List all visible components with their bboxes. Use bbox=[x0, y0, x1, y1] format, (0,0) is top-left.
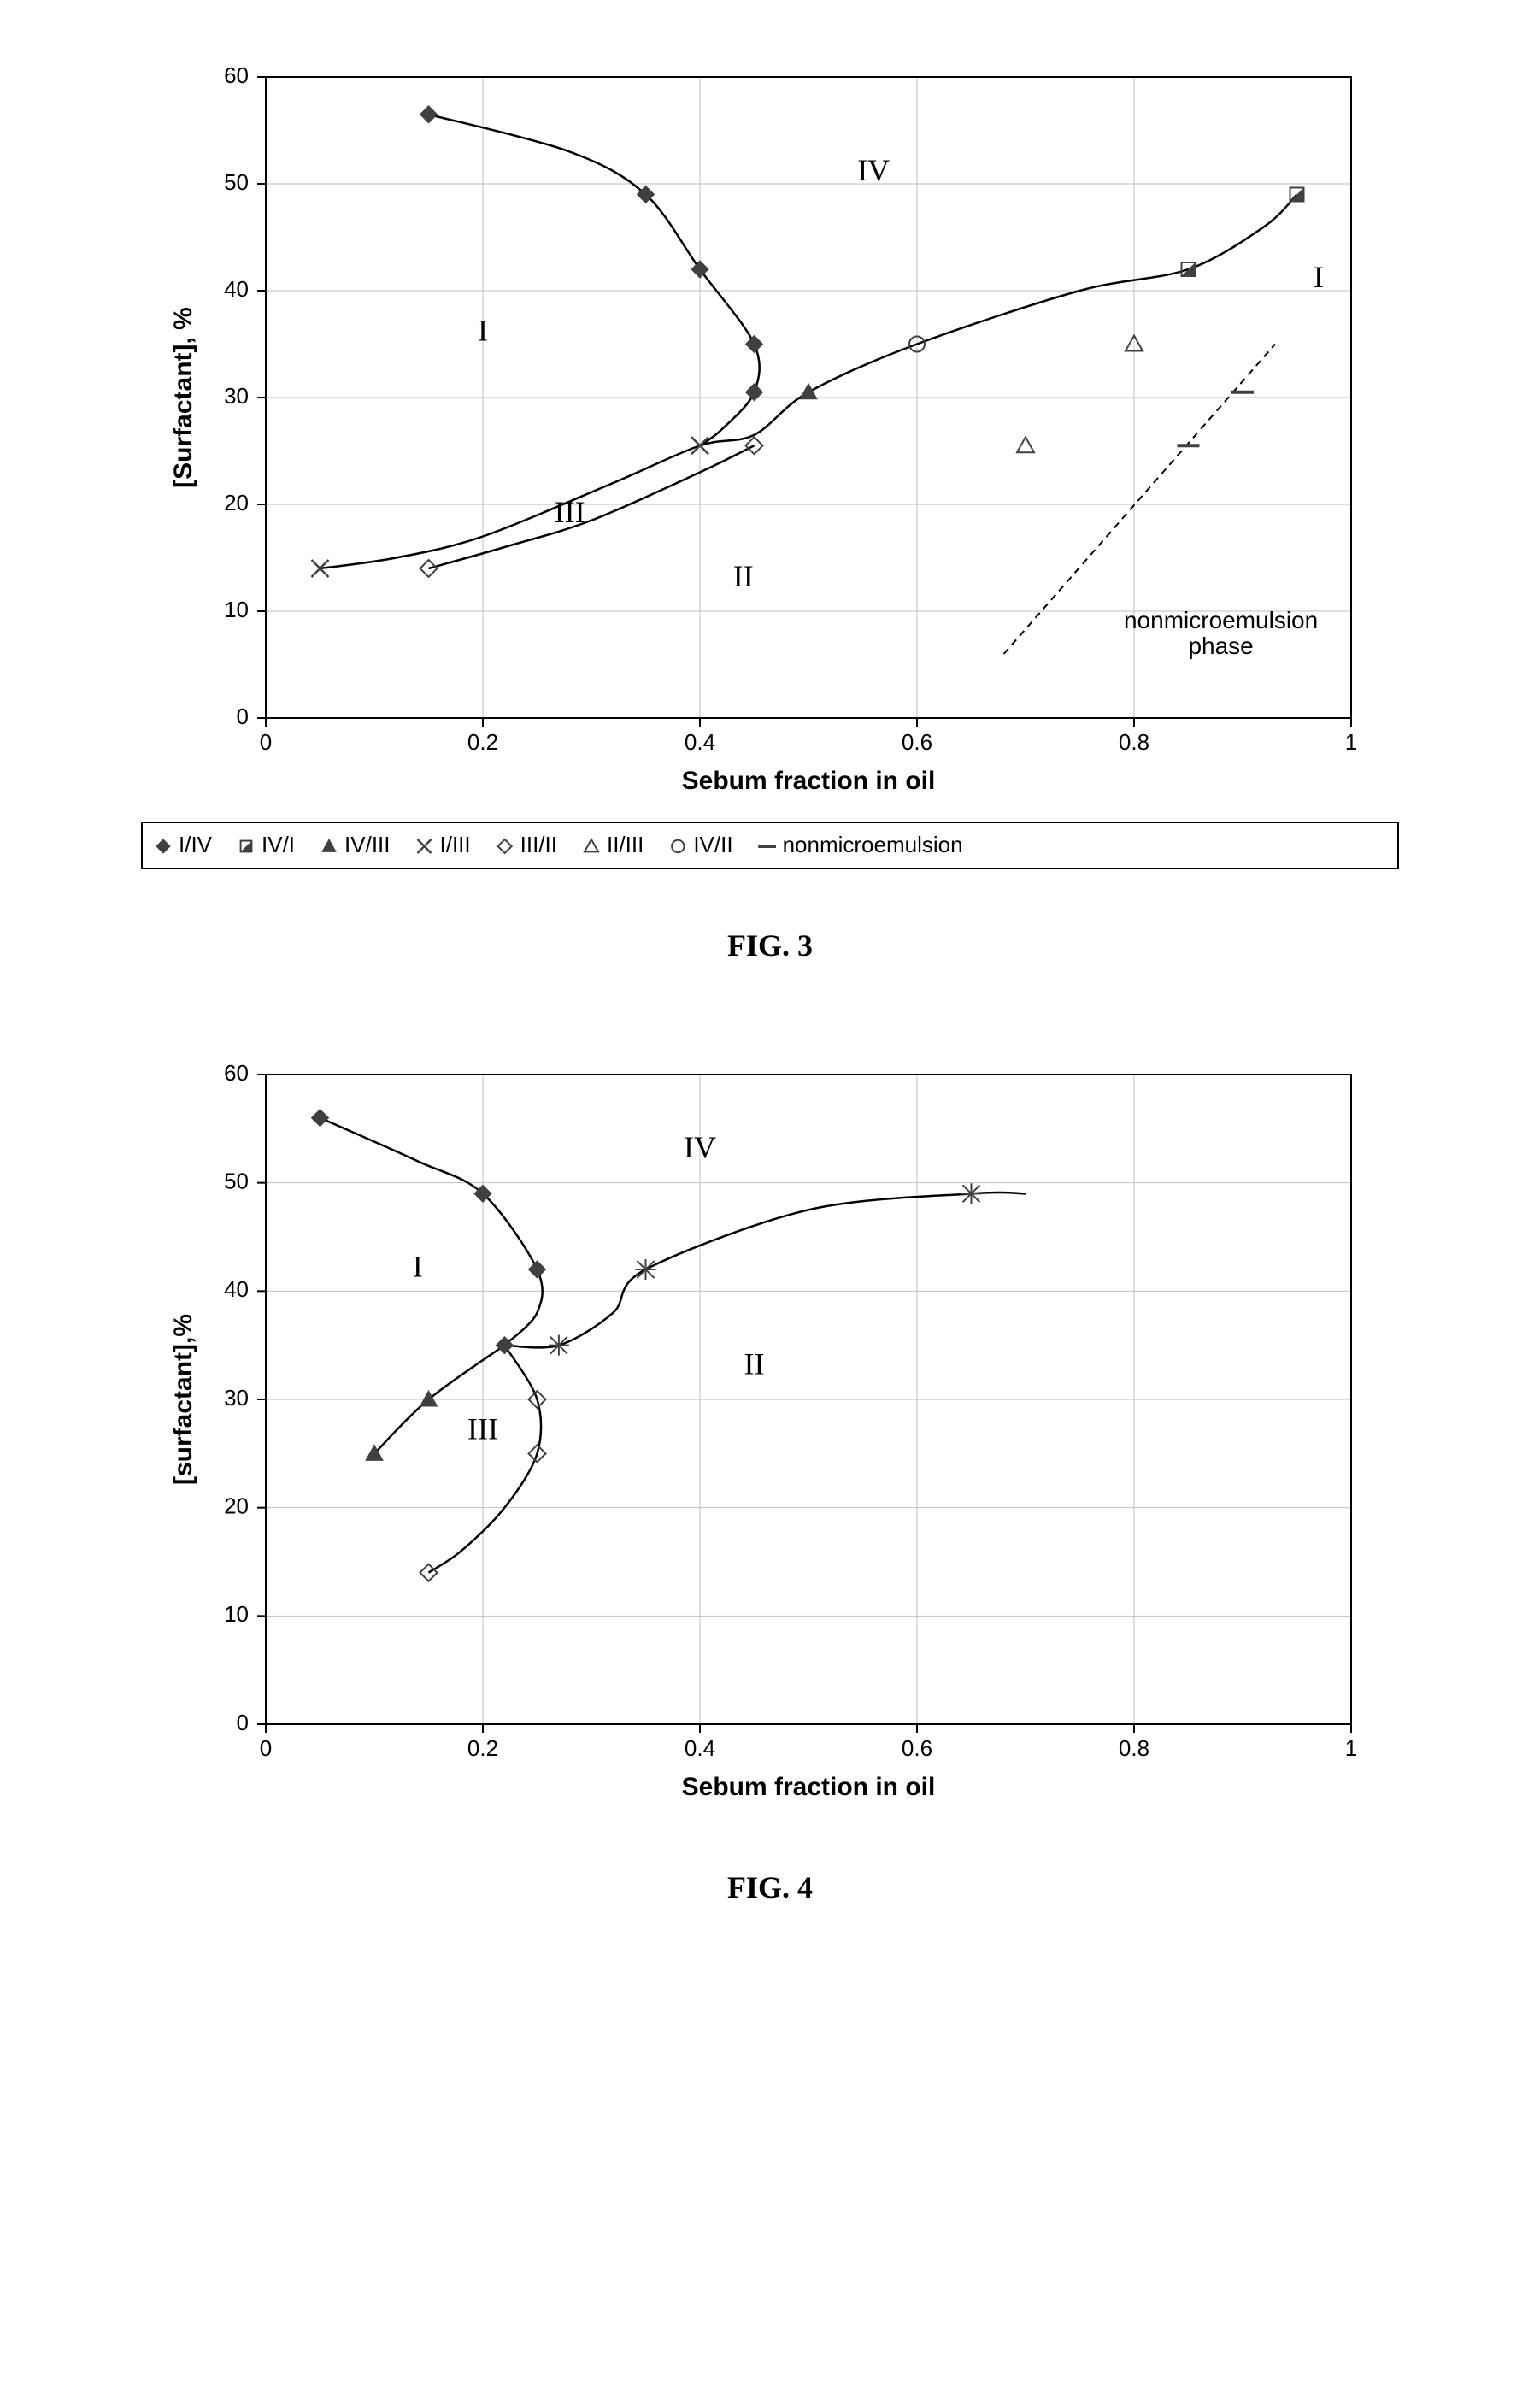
svg-text:IV/III: IV/III bbox=[344, 832, 390, 857]
svg-text:nonmicroemulsion: nonmicroemulsion bbox=[783, 832, 963, 857]
svg-text:20: 20 bbox=[224, 1493, 249, 1519]
svg-text:I/III: I/III bbox=[440, 832, 471, 857]
svg-text:I: I bbox=[1314, 260, 1324, 294]
svg-text:nonmicroemulsion: nonmicroemulsion bbox=[1124, 607, 1318, 633]
svg-text:III: III bbox=[555, 495, 585, 529]
svg-text:20: 20 bbox=[224, 490, 249, 515]
svg-text:0.4: 0.4 bbox=[685, 1735, 715, 1761]
svg-text:0: 0 bbox=[237, 1710, 249, 1735]
svg-text:0: 0 bbox=[260, 729, 272, 755]
svg-text:IV/II: IV/II bbox=[693, 832, 732, 857]
svg-text:0: 0 bbox=[237, 704, 249, 729]
svg-text:0.8: 0.8 bbox=[1119, 729, 1149, 755]
svg-text:30: 30 bbox=[224, 383, 249, 409]
svg-text:10: 10 bbox=[224, 1601, 249, 1627]
svg-text:0.8: 0.8 bbox=[1119, 1735, 1149, 1761]
svg-text:[Surfactant], %: [Surfactant], % bbox=[169, 307, 197, 488]
svg-text:0.6: 0.6 bbox=[902, 729, 932, 755]
svg-text:50: 50 bbox=[224, 1169, 249, 1194]
svg-text:I: I bbox=[413, 1249, 423, 1283]
caption-fig3: FIG. 3 bbox=[727, 928, 813, 963]
svg-text:0.6: 0.6 bbox=[902, 1735, 932, 1761]
chart-fig3: 00.20.40.60.810102030405060IIIIIIIVInonm… bbox=[138, 51, 1402, 821]
svg-text:I/IV: I/IV bbox=[179, 832, 213, 857]
svg-text:II: II bbox=[744, 1346, 765, 1381]
svg-text:60: 60 bbox=[224, 1060, 249, 1086]
svg-text:IV: IV bbox=[857, 153, 890, 187]
svg-text:0.4: 0.4 bbox=[685, 729, 715, 755]
svg-text:Sebum fraction in oil: Sebum fraction in oil bbox=[682, 767, 936, 795]
svg-text:30: 30 bbox=[224, 1385, 249, 1410]
figure-3: 00.20.40.60.810102030405060IIIIIIIVInonm… bbox=[138, 51, 1402, 963]
svg-text:III/II: III/II bbox=[520, 832, 557, 857]
svg-text:10: 10 bbox=[224, 597, 249, 622]
svg-text:II: II bbox=[733, 559, 754, 593]
figure-4: 00.20.40.60.810102030405060IIIIIIIVSebum… bbox=[138, 1049, 1402, 1905]
svg-text:IV: IV bbox=[684, 1130, 716, 1164]
svg-text:[surfactant],%: [surfactant],% bbox=[169, 1314, 197, 1485]
svg-text:40: 40 bbox=[224, 1276, 249, 1302]
chart-fig4: 00.20.40.60.810102030405060IIIIIIIVSebum… bbox=[138, 1049, 1402, 1818]
svg-text:Sebum fraction in oil: Sebum fraction in oil bbox=[682, 1773, 936, 1801]
svg-text:0.2: 0.2 bbox=[467, 729, 498, 755]
svg-text:IV/I: IV/I bbox=[262, 832, 295, 857]
svg-text:60: 60 bbox=[224, 62, 249, 88]
svg-text:50: 50 bbox=[224, 169, 249, 195]
svg-text:II/III: II/III bbox=[607, 832, 644, 857]
svg-text:0: 0 bbox=[260, 1735, 272, 1761]
svg-text:1: 1 bbox=[1345, 729, 1357, 755]
svg-text:III: III bbox=[467, 1411, 498, 1446]
svg-text:phase: phase bbox=[1188, 633, 1253, 659]
svg-text:I: I bbox=[478, 313, 488, 347]
svg-text:1: 1 bbox=[1345, 1735, 1357, 1761]
svg-text:40: 40 bbox=[224, 276, 249, 302]
svg-text:0.2: 0.2 bbox=[467, 1735, 498, 1761]
caption-fig4: FIG. 4 bbox=[727, 1870, 813, 1905]
legend-fig3: I/IV IV/I IV/III I/III III/II II/III IV/II nonm… bbox=[138, 821, 1402, 876]
